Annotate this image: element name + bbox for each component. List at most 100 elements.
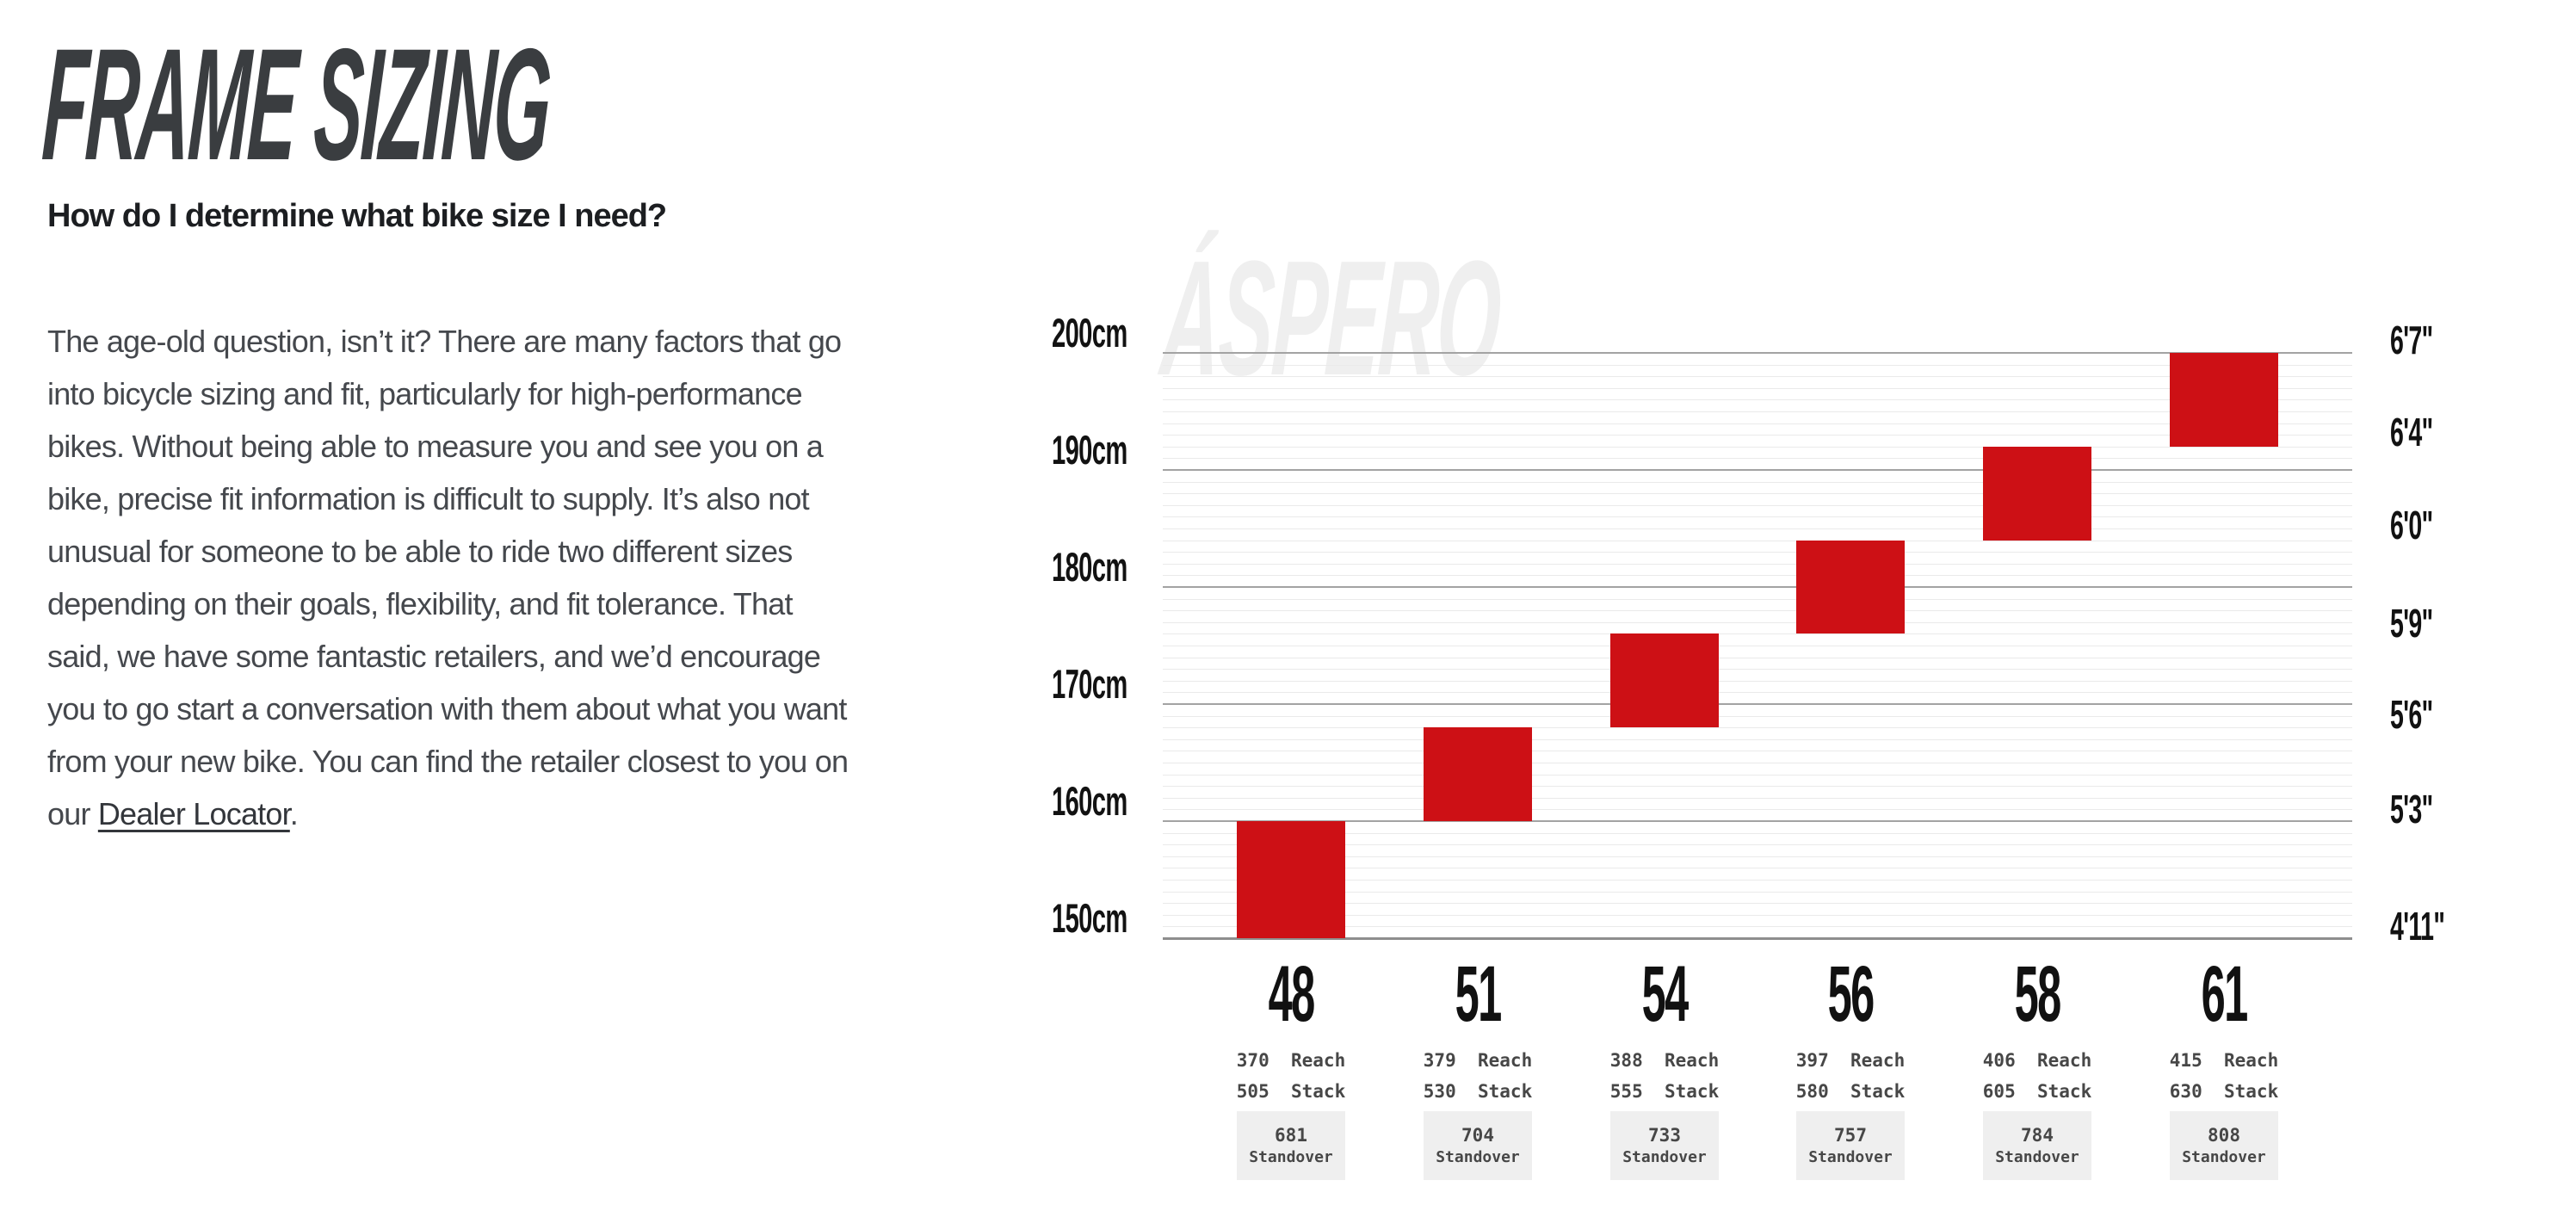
cm-tick-text: 150cm: [1052, 895, 1127, 941]
size-number-text: 61: [2201, 950, 2249, 1038]
size-number-text: 54: [1641, 950, 1690, 1038]
gridline-minor: [1163, 435, 2352, 436]
size-column-56: 56 397 Reach 580 Stack 757 Standover: [1757, 955, 1943, 1180]
size-54-height-block: [1609, 633, 1719, 728]
gridline-minor: [1163, 516, 2352, 518]
gridline-minor: [1163, 552, 2352, 553]
cm-tick-label: 170cm: [1052, 661, 1173, 707]
size-column-48: 48 370 Reach 505 Stack 681 Standover: [1198, 950, 1384, 1180]
reach-stack-values: 415 Reach 630 Stack: [2169, 1050, 2279, 1102]
standover-word: Standover: [1808, 1148, 1893, 1166]
cm-tick-text: 170cm: [1052, 661, 1127, 707]
standover-value: 808: [2208, 1125, 2240, 1146]
gridline-minor: [1163, 786, 2352, 788]
gridline-major: [1163, 703, 2352, 705]
imperial-tick-text: 6'7": [2390, 318, 2433, 362]
cm-tick-text: 190cm: [1052, 427, 1127, 473]
standover-word: Standover: [1436, 1148, 1520, 1166]
cm-tick-text: 200cm: [1052, 310, 1127, 355]
standover-value: 704: [1461, 1125, 1494, 1146]
size-column-61: 61 415 Reach 630 Stack 808 Standover: [2131, 950, 2317, 1180]
gridline-minor: [1163, 738, 2352, 740]
standover-value: 681: [1275, 1125, 1307, 1146]
gridline-minor: [1163, 774, 2352, 776]
cm-tick-label: 200cm: [1052, 310, 1173, 355]
dealer-locator-link[interactable]: Dealer Locator: [97, 796, 291, 831]
gridline-minor: [1163, 575, 2352, 577]
size-number-label: 56: [1757, 955, 1943, 1034]
gridline-minor: [1163, 856, 2352, 857]
imperial-tick-text: 5'9": [2390, 601, 2433, 646]
gridline-minor: [1163, 528, 2352, 529]
size-number-text: 51: [1455, 950, 1503, 1038]
gridline-minor: [1163, 598, 2352, 600]
chart-plot-area: [1163, 352, 2352, 940]
reach-stack-values: 397 Reach 580 Stack: [1795, 1050, 1906, 1102]
cm-tick-label: 180cm: [1052, 544, 1173, 590]
standover-value: 757: [1834, 1125, 1867, 1146]
reach-stack-values: 379 Reach 530 Stack: [1423, 1050, 1533, 1102]
size-58-height-block: [1983, 446, 2092, 541]
size-number-text: 48: [1268, 950, 1316, 1038]
gridline-minor: [1163, 797, 2352, 799]
sizing-question-heading: How do I determine what bike size I need…: [47, 198, 667, 234]
size-61-height-block: [2170, 353, 2278, 447]
intro-paragraph: The age-old question, isn’t it? There ar…: [47, 315, 861, 840]
imperial-tick-label: 5'6": [2390, 692, 2459, 737]
gridline-minor: [1163, 926, 2352, 928]
size-column-51: 51 379 Reach 530 Stack 704 Standover: [1385, 950, 1571, 1180]
gridline-minor: [1163, 399, 2352, 401]
imperial-tick-text: 5'3": [2390, 787, 2433, 831]
gridline-minor: [1163, 621, 2352, 623]
standover-badge: 681 Standover: [1237, 1111, 1345, 1180]
standover-value: 784: [2021, 1125, 2054, 1146]
gridline-minor: [1163, 809, 2352, 811]
gridline-minor: [1163, 914, 2352, 916]
gridline-major: [1163, 586, 2352, 588]
size-56-height-block: [1796, 540, 1906, 634]
page-title-text: FRAME SIZING: [39, 16, 554, 194]
size-column-54: 54 388 Reach 555 Stack 733 Standover: [1572, 950, 1757, 1180]
gridline-minor: [1163, 832, 2352, 834]
gridline-minor: [1163, 364, 2352, 366]
cm-tick-label: 150cm: [1052, 895, 1173, 941]
standover-word: Standover: [1249, 1148, 1333, 1166]
gridline-minor: [1163, 680, 2352, 682]
gridline-minor: [1163, 669, 2352, 670]
gridline-minor: [1163, 387, 2352, 389]
size-48-height-block: [1237, 821, 1345, 938]
imperial-tick-label: 5'9": [2390, 601, 2459, 646]
intro-text-end: .: [289, 796, 299, 831]
intro-text: The age-old question, isn’t it? There ar…: [47, 324, 849, 831]
gridline-minor: [1163, 493, 2352, 495]
gridline-minor: [1163, 458, 2352, 460]
size-number-label: 48: [1198, 950, 1384, 1038]
standover-badge: 757 Standover: [1796, 1111, 1905, 1180]
standover-badge: 704 Standover: [1424, 1111, 1532, 1180]
gridline-minor: [1163, 446, 2352, 448]
gridline-minor: [1163, 504, 2352, 506]
cm-tick-text: 180cm: [1052, 544, 1127, 590]
reach-stack-values: 370 Reach 505 Stack: [1236, 1050, 1346, 1102]
standover-value: 733: [1648, 1125, 1681, 1146]
cm-tick-label: 160cm: [1052, 781, 1173, 821]
size-number-label: 61: [2131, 950, 2317, 1038]
reach-stack-values: 388 Reach 555 Stack: [1609, 1050, 1720, 1102]
size-number-label: 54: [1572, 950, 1757, 1038]
reach-stack-values: 406 Reach 605 Stack: [1982, 1050, 2092, 1102]
imperial-tick-label: 6'4": [2390, 412, 2459, 452]
gridline-major: [1163, 469, 2352, 471]
imperial-tick-label: 6'0": [2390, 505, 2459, 545]
gridline-minor: [1163, 563, 2352, 565]
page-title: FRAME SIZING: [39, 16, 1140, 194]
gridline-minor: [1163, 891, 2352, 893]
size-number-label: 58: [1944, 950, 2130, 1038]
gridline-major: [1163, 820, 2352, 822]
standover-badge: 733 Standover: [1610, 1111, 1719, 1180]
imperial-tick-text: 5'6": [2390, 692, 2433, 737]
gridline-minor: [1163, 715, 2352, 717]
gridline-minor: [1163, 880, 2352, 881]
size-number-text: 58: [2014, 950, 2062, 1038]
gridline-major: [1163, 352, 2352, 354]
